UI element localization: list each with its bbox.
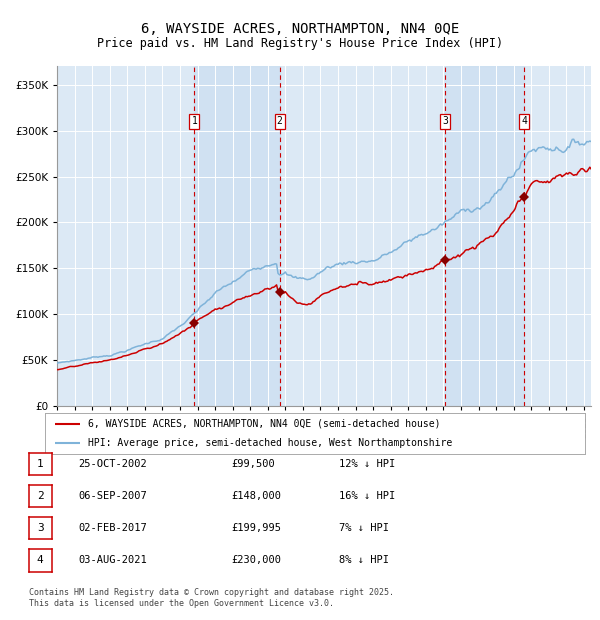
Text: 3: 3: [442, 117, 448, 126]
Text: 12% ↓ HPI: 12% ↓ HPI: [339, 459, 395, 469]
Text: 03-AUG-2021: 03-AUG-2021: [78, 556, 147, 565]
Text: 8% ↓ HPI: 8% ↓ HPI: [339, 556, 389, 565]
Text: 2: 2: [37, 491, 44, 501]
Text: Price paid vs. HM Land Registry's House Price Index (HPI): Price paid vs. HM Land Registry's House …: [97, 37, 503, 50]
Text: 1: 1: [37, 459, 44, 469]
Text: 25-OCT-2002: 25-OCT-2002: [78, 459, 147, 469]
Text: 06-SEP-2007: 06-SEP-2007: [78, 491, 147, 501]
Text: 4: 4: [37, 556, 44, 565]
Bar: [445, 66, 524, 406]
Bar: [194, 66, 280, 406]
Text: 3: 3: [37, 523, 44, 533]
Text: £99,500: £99,500: [231, 459, 275, 469]
Text: HPI: Average price, semi-detached house, West Northamptonshire: HPI: Average price, semi-detached house,…: [88, 438, 452, 448]
Text: £148,000: £148,000: [231, 491, 281, 501]
Text: Contains HM Land Registry data © Crown copyright and database right 2025.: Contains HM Land Registry data © Crown c…: [29, 588, 394, 597]
Text: 4: 4: [521, 117, 527, 126]
Text: 16% ↓ HPI: 16% ↓ HPI: [339, 491, 395, 501]
Text: £199,995: £199,995: [231, 523, 281, 533]
Text: 7% ↓ HPI: 7% ↓ HPI: [339, 523, 389, 533]
Text: £230,000: £230,000: [231, 556, 281, 565]
Text: 02-FEB-2017: 02-FEB-2017: [78, 523, 147, 533]
Text: 1: 1: [191, 117, 197, 126]
Text: This data is licensed under the Open Government Licence v3.0.: This data is licensed under the Open Gov…: [29, 600, 334, 608]
Text: 2: 2: [277, 117, 283, 126]
Text: 6, WAYSIDE ACRES, NORTHAMPTON, NN4 0QE (semi-detached house): 6, WAYSIDE ACRES, NORTHAMPTON, NN4 0QE (…: [88, 419, 440, 429]
Text: 6, WAYSIDE ACRES, NORTHAMPTON, NN4 0QE: 6, WAYSIDE ACRES, NORTHAMPTON, NN4 0QE: [141, 22, 459, 36]
